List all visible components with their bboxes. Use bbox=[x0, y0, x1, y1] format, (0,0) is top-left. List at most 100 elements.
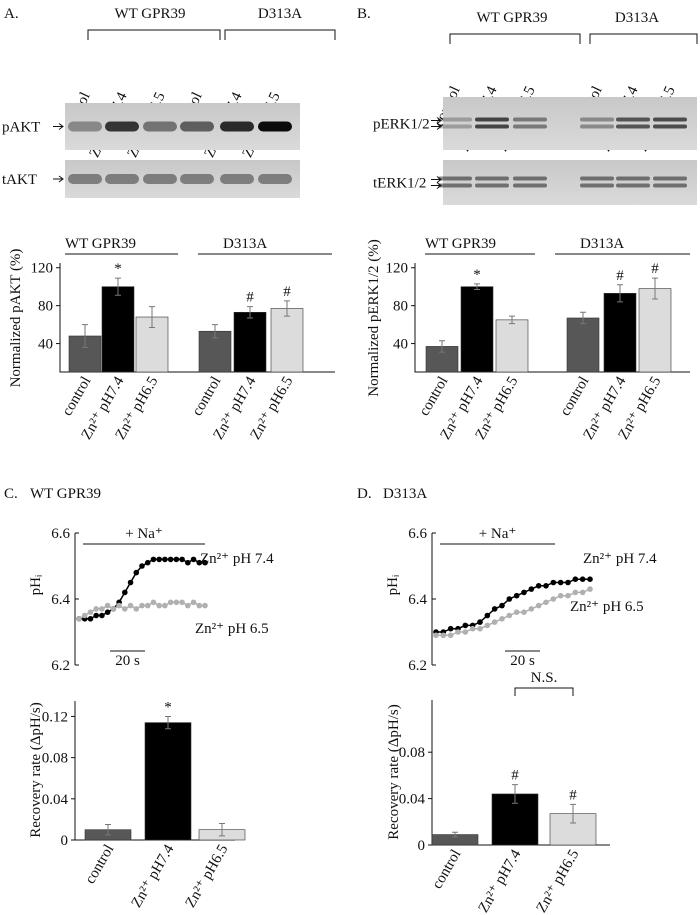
data-point bbox=[104, 602, 111, 609]
bar bbox=[233, 311, 267, 373]
row-arrow bbox=[431, 176, 442, 183]
data-point bbox=[122, 606, 128, 612]
x-tick-label: control bbox=[59, 374, 94, 419]
blot-band bbox=[143, 121, 177, 132]
annotation: + Na⁺ bbox=[479, 526, 517, 542]
data-point bbox=[81, 612, 88, 619]
annotation: 20 s bbox=[510, 653, 535, 669]
error-bar bbox=[570, 803, 576, 824]
data-point bbox=[521, 589, 527, 596]
data-point bbox=[484, 612, 491, 619]
y-axis-label: Recovery rate (ΔpH/s) bbox=[28, 702, 44, 837]
panel-label: C. bbox=[4, 486, 18, 502]
blot-band bbox=[653, 124, 687, 129]
group-label: WT GPR39 bbox=[425, 236, 496, 252]
row-arrow bbox=[431, 117, 442, 124]
panel-label: D. bbox=[357, 486, 372, 502]
data-point bbox=[202, 559, 208, 566]
data-point bbox=[99, 612, 105, 619]
significance-marker: # bbox=[246, 290, 254, 306]
data-point bbox=[521, 609, 527, 615]
group-bracket bbox=[589, 33, 698, 44]
data-point bbox=[110, 606, 117, 612]
data-point bbox=[550, 579, 557, 586]
data-point bbox=[127, 579, 134, 586]
blot-band bbox=[580, 124, 614, 129]
significance-marker: * bbox=[164, 699, 172, 715]
y-tick-label: 0.04 bbox=[42, 792, 69, 808]
error-bar bbox=[219, 823, 225, 837]
blot-band bbox=[258, 174, 292, 184]
blot-band bbox=[105, 121, 139, 132]
blot-band bbox=[513, 176, 547, 181]
data-point bbox=[433, 632, 439, 639]
blot-band bbox=[475, 183, 509, 188]
blot-band bbox=[475, 117, 509, 122]
bar bbox=[495, 319, 529, 373]
y-tick-label: 6.6 bbox=[408, 526, 427, 542]
data-point bbox=[447, 632, 454, 639]
blot-band bbox=[616, 176, 650, 181]
data-point bbox=[469, 625, 476, 632]
chart-title: WT GPR39 bbox=[30, 486, 101, 502]
error-bar bbox=[149, 306, 155, 328]
data-point bbox=[99, 606, 105, 612]
data-point bbox=[173, 599, 180, 606]
bar bbox=[144, 722, 192, 841]
bracket-label: N.S. bbox=[531, 670, 558, 686]
blot-band bbox=[258, 121, 292, 132]
error-bar bbox=[439, 340, 445, 353]
data-point bbox=[455, 629, 461, 635]
data-point bbox=[167, 556, 174, 563]
blot-band bbox=[438, 176, 472, 181]
data-point bbox=[543, 583, 549, 589]
data-point bbox=[150, 599, 157, 606]
series-label: Zn²⁺ pH 6.5 bbox=[195, 621, 269, 637]
group-bracket bbox=[87, 29, 221, 40]
y-tick-label: 6.4 bbox=[51, 592, 70, 608]
data-point bbox=[185, 559, 191, 566]
data-point bbox=[528, 606, 535, 612]
x-tick-label: Zn²⁺ pH7.4 bbox=[129, 842, 178, 911]
blot-band bbox=[653, 117, 687, 122]
error-bar bbox=[105, 824, 111, 836]
y-tick-label: 6.4 bbox=[408, 592, 427, 608]
blot-band bbox=[653, 176, 687, 181]
blot-band bbox=[143, 174, 177, 184]
error-bar bbox=[652, 277, 658, 300]
data-point bbox=[93, 612, 99, 619]
data-point bbox=[122, 589, 128, 596]
y-tick-label: 120 bbox=[31, 261, 54, 277]
y-tick-label: 80 bbox=[38, 299, 53, 315]
data-point bbox=[162, 556, 168, 563]
x-tick-label: control bbox=[416, 374, 451, 419]
blot-band bbox=[438, 183, 472, 188]
data-point bbox=[133, 569, 140, 576]
data-point bbox=[565, 592, 571, 599]
data-point bbox=[506, 612, 513, 619]
blot-row-label: pERK1/2 bbox=[373, 117, 430, 133]
y-tick-label: 80 bbox=[393, 299, 408, 315]
data-point bbox=[579, 576, 586, 582]
y-tick-label: 0 bbox=[61, 833, 69, 849]
data-point bbox=[543, 599, 549, 606]
data-point bbox=[133, 606, 140, 612]
data-point bbox=[587, 586, 593, 592]
series-label: Zn²⁺ pH 7.4 bbox=[583, 551, 657, 567]
data-point bbox=[196, 559, 203, 566]
data-point bbox=[535, 602, 542, 609]
blot-band bbox=[180, 121, 214, 132]
y-tick-label: 0 bbox=[418, 838, 426, 854]
data-point bbox=[565, 579, 571, 586]
group-label: WT GPR39 bbox=[65, 236, 136, 252]
blot-band bbox=[220, 121, 254, 132]
y-tick-label: 0.08 bbox=[42, 751, 68, 767]
bracket bbox=[514, 687, 574, 696]
blot-row-label: tERK1/2 bbox=[373, 176, 426, 192]
annotation: + Na⁺ bbox=[125, 526, 163, 542]
group-label: D313A bbox=[615, 10, 659, 26]
blot-band bbox=[220, 174, 254, 184]
data-point bbox=[162, 602, 168, 609]
blot-band bbox=[475, 176, 509, 181]
data-point bbox=[462, 629, 469, 635]
